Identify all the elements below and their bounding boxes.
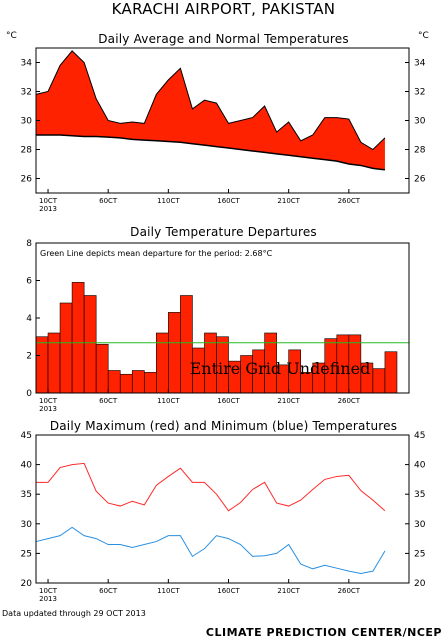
unit-left: °C [6,31,17,41]
y-tick-label-right: 20 [414,579,426,589]
x-tick-label: 160CT [217,587,240,595]
panel-max-min: Daily Maximum (red) and Minimum (blue) T… [21,419,426,603]
x-tick-label: 260CT [338,587,361,595]
y-tick-label-left: 6 [26,277,32,287]
y-tick-label-left: 28 [21,146,33,156]
departure-bar [156,332,169,394]
x-year-label: 2013 [39,405,57,413]
x-tick-label: 10CT [39,397,58,405]
y-tick-label-left: 4 [26,314,32,324]
credit-label: CLIMATE PREDICTION CENTER/NCEP [206,626,442,639]
panel-3-title: Daily Maximum (red) and Minimum (blue) T… [50,419,397,433]
panel-average-normal: Daily Average and Normal Temperatures °C… [6,31,429,213]
x-tick-label: 110CT [157,587,180,595]
departure-bar [143,372,157,394]
y-tick-label-right: 30 [414,117,426,127]
y-tick-label-left: 20 [21,579,33,589]
y-tick-label-left: 34 [21,59,33,69]
x-tick-label: 260CT [338,397,361,405]
x-tick-label: 260CT [338,197,361,205]
departure-bar [372,368,386,394]
y-tick-label-right: 45 [414,431,425,441]
x-tick-label: 160CT [217,197,240,205]
y-tick-label-left: 2 [26,352,32,362]
departure-bar [119,373,133,394]
departure-bar [95,343,109,394]
y-tick-label-right: 34 [414,59,426,69]
daily-minimum-line [35,526,386,575]
x-tick-label: 10CT [39,197,58,205]
x-tick-label: 60CT [99,587,118,595]
departure-bar [35,336,49,394]
departure-bar [180,295,193,394]
panel-1-title: Daily Average and Normal Temperatures [98,32,349,46]
departure-bar [59,302,73,394]
departure-bar [131,370,145,394]
y-tick-label-right: 26 [414,175,426,185]
panel-3-frame [35,434,410,584]
y-tick-label-left: 30 [21,520,33,530]
x-tick-label: 160CT [217,397,240,405]
data-updated-note: Data updated through 29 OCT 2013 [2,609,146,618]
y-tick-label-right: 25 [414,549,425,559]
grid-undefined-overlay: Entire Grid Undefined [190,359,371,378]
departure-bar [384,351,398,394]
panel-2-marks [35,282,409,394]
departure-bar [107,370,121,394]
x-tick-label: 60CT [99,397,118,405]
panel-3-axes: 20 20 25 25 30 30 35 35 40 40 45 45 10CT 60CT 110CT 160… [21,431,426,603]
daily-maximum-line [36,462,386,512]
y-tick-label-left: 35 [21,490,32,500]
y-tick-label-left: 25 [21,549,32,559]
panel-departures: Daily Temperature Departures Green Line … [26,225,410,413]
x-tick-label: 210CT [277,587,300,595]
x-tick-label: 210CT [277,197,300,205]
average-above-normal-area [36,50,385,170]
panel-2-axes: 0 2 4 6 8 10CT 60CT 110CT 160CT 210CT 260CT 2013 [26,239,410,413]
panel-3-marks [35,462,386,575]
departure-bar [83,295,97,394]
x-tick-label: 110CT [157,197,180,205]
x-year-label: 2013 [39,205,57,213]
panel-1-marks [35,50,386,171]
y-tick-label-left: 26 [21,175,33,185]
x-tick-label: 60CT [99,197,118,205]
y-tick-label-right: 28 [414,146,426,156]
mean-departure-note: Green Line depicts mean departure for th… [40,249,273,258]
daily-average-line [35,50,386,151]
x-year-label: 2013 [39,595,57,603]
departure-bar [71,282,85,394]
y-tick-label-left: 30 [21,117,33,127]
y-tick-label-right: 40 [414,461,426,471]
y-tick-label-right: 35 [414,490,425,500]
unit-right: °C [418,31,429,41]
x-tick-label: 110CT [157,397,180,405]
x-tick-label: 10CT [39,587,58,595]
y-tick-label-right: 30 [414,520,426,530]
page-title: KARACHI AIRPORT, PAKISTAN [112,0,336,18]
x-tick-label: 210CT [277,397,300,405]
y-tick-label-left: 40 [21,461,33,471]
y-tick-label-left: 45 [21,431,32,441]
panel-1-axes: 26 26 28 28 30 30 32 32 34 34 10CT 60CT 110CT 160CT 21… [21,47,426,213]
y-tick-label-right: 32 [414,88,425,98]
departure-bar [47,332,61,394]
y-tick-label-left: 0 [26,389,32,399]
y-tick-label-left: 8 [26,239,32,249]
panel-2-title: Daily Temperature Departures [130,225,317,239]
departure-bar [168,312,181,394]
normal-temperature-line [36,134,386,171]
y-tick-label-left: 32 [21,88,32,98]
